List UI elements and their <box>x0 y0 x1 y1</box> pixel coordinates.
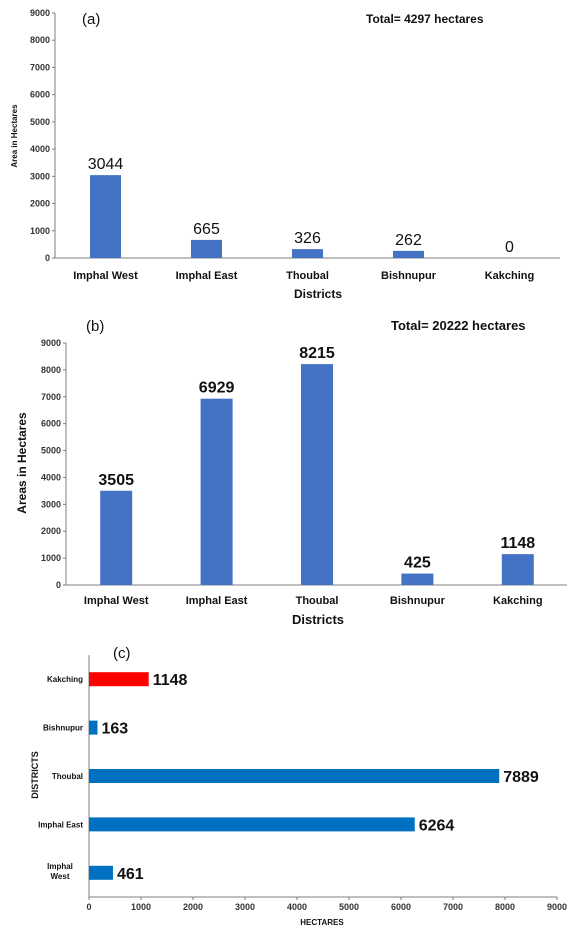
panel-c-category-label: Imphal West <box>47 862 73 881</box>
panel-a-ytick-label: 2000 <box>30 199 50 209</box>
panel-c-data-label: 6264 <box>419 817 455 834</box>
panel-c-bar <box>89 865 113 880</box>
panel-a-data-label: 0 <box>505 239 514 256</box>
panel-c-bar <box>89 720 98 735</box>
panel-a-total: Total= 4297 hectares <box>366 12 484 26</box>
panel-c-xlabel: HECTARES <box>300 918 344 927</box>
panel-b-bar <box>200 398 233 585</box>
panel-a-ytick-label: 8000 <box>30 35 50 45</box>
panel-b-ytick-label: 3000 <box>41 499 61 509</box>
panel-c-data-label: 461 <box>117 866 144 883</box>
panel-a-ytick-label: 7000 <box>30 62 50 72</box>
panel-b-ytick-label: 7000 <box>41 392 61 402</box>
panel-b-data-label: 6929 <box>199 380 235 397</box>
panel-a-data-label: 262 <box>395 232 422 249</box>
panel-b-category-label: Kakching <box>493 595 543 607</box>
panel-b-label: (b) <box>86 318 104 335</box>
panel-a-ytick-label: 4000 <box>30 144 50 154</box>
panel-c-xtick-label: 3000 <box>235 902 255 912</box>
panel-b-category-label: Imphal West <box>84 595 149 607</box>
panel-a-label: (a) <box>82 11 100 28</box>
panel-c-xtick-label: 5000 <box>339 902 359 912</box>
panel-a-category-label: Bishnupur <box>381 270 437 282</box>
panel-b-ytick-label: 6000 <box>41 419 61 429</box>
panel-b-data-label: 425 <box>404 555 431 572</box>
panel-b-ytick-label: 0 <box>56 580 61 590</box>
panel-a-bar <box>393 250 424 258</box>
panel-b-xlabel: Districts <box>292 612 344 627</box>
panel-b-category-label: Bishnupur <box>390 595 446 607</box>
panel-b-category-label: Imphal East <box>186 595 248 607</box>
panel-a-category-label: Thoubal <box>286 270 329 282</box>
panel-c-category-label: Imphal East <box>38 820 83 829</box>
panel-b-bar <box>301 364 333 585</box>
panel-b-bar <box>100 490 133 585</box>
panel-b-ytick-label: 5000 <box>41 446 61 456</box>
panel-b-total: Total= 20222 hectares <box>391 318 526 333</box>
panel-c-xtick-label: 7000 <box>443 902 463 912</box>
panel-a-ylabel: Area in Hectares <box>10 104 19 168</box>
panel-a-category-label: Imphal West <box>73 270 138 282</box>
panel-b-ytick-label: 2000 <box>41 526 61 536</box>
panel-a-ytick-label: 3000 <box>30 171 50 181</box>
panel-a-bar <box>292 249 323 258</box>
panel-c-category-label: Bishnupur <box>43 724 83 733</box>
panel-a-bar <box>191 239 222 258</box>
panel-c-xtick-label: 2000 <box>183 902 203 912</box>
panel-c-xtick-label: 0 <box>86 902 91 912</box>
panel-b-ytick-label: 8000 <box>41 365 61 375</box>
panel-b-ylabel: Areas in Hectares <box>15 412 29 514</box>
panel-a-data-label: 665 <box>193 221 220 238</box>
panel-b-category-label: Thoubal <box>296 595 339 607</box>
panel-a: (a) Total= 4297 hectares Area in Hectare… <box>10 8 560 301</box>
panel-c-bar <box>89 817 415 832</box>
panel-b-ytick-label: 1000 <box>41 553 61 563</box>
panel-a-ytick-label: 5000 <box>30 117 50 127</box>
panel-c: (c) DISTRICTS HECTARES 0 1000 2000 3000 4000… <box>30 645 567 927</box>
panel-c-data-label: 1148 <box>153 672 188 689</box>
panel-c-xtick-label: 1000 <box>131 902 151 912</box>
panel-b: (b) Total= 20222 hectares Areas in Hecta… <box>15 318 567 627</box>
panel-a-ytick-label: 1000 <box>30 226 50 236</box>
panel-c-bar <box>89 672 149 687</box>
panel-b-bar <box>501 554 534 585</box>
panel-c-ylabel: DISTRICTS <box>30 751 40 799</box>
panel-a-ytick-label: 0 <box>45 253 50 263</box>
panel-c-category-label: Kakching <box>47 675 83 684</box>
panel-c-label: (c) <box>113 645 131 662</box>
panel-b-ytick-label: 4000 <box>41 472 61 482</box>
panel-a-category-label: Kakching <box>485 270 535 282</box>
panel-b-bar <box>401 573 434 585</box>
panel-a-bar <box>90 175 121 258</box>
panel-c-xtick-label: 6000 <box>391 902 411 912</box>
panel-c-data-label: 163 <box>101 721 128 738</box>
panel-a-ytick-label: 6000 <box>30 90 50 100</box>
panel-a-data-label: 326 <box>294 230 321 247</box>
panel-c-xtick-label: 4000 <box>287 902 307 912</box>
panel-c-bar <box>89 769 500 783</box>
panel-a-ytick-label: 9000 <box>30 8 50 18</box>
panel-b-ytick-label: 9000 <box>41 338 61 348</box>
panel-a-data-label: 3044 <box>88 156 124 173</box>
panel-c-data-label: 7889 <box>503 769 539 786</box>
panel-c-category-label: Thoubal <box>52 772 83 781</box>
panel-c-xtick-label: 9000 <box>547 902 567 912</box>
panel-c-xtick-label: 8000 <box>495 902 515 912</box>
panel-b-data-label: 1148 <box>500 535 535 552</box>
panel-b-data-label: 3505 <box>98 472 134 489</box>
panel-b-data-label: 8215 <box>299 345 335 362</box>
panel-a-xlabel: Districts <box>294 287 342 301</box>
panel-a-category-label: Imphal East <box>176 270 238 282</box>
